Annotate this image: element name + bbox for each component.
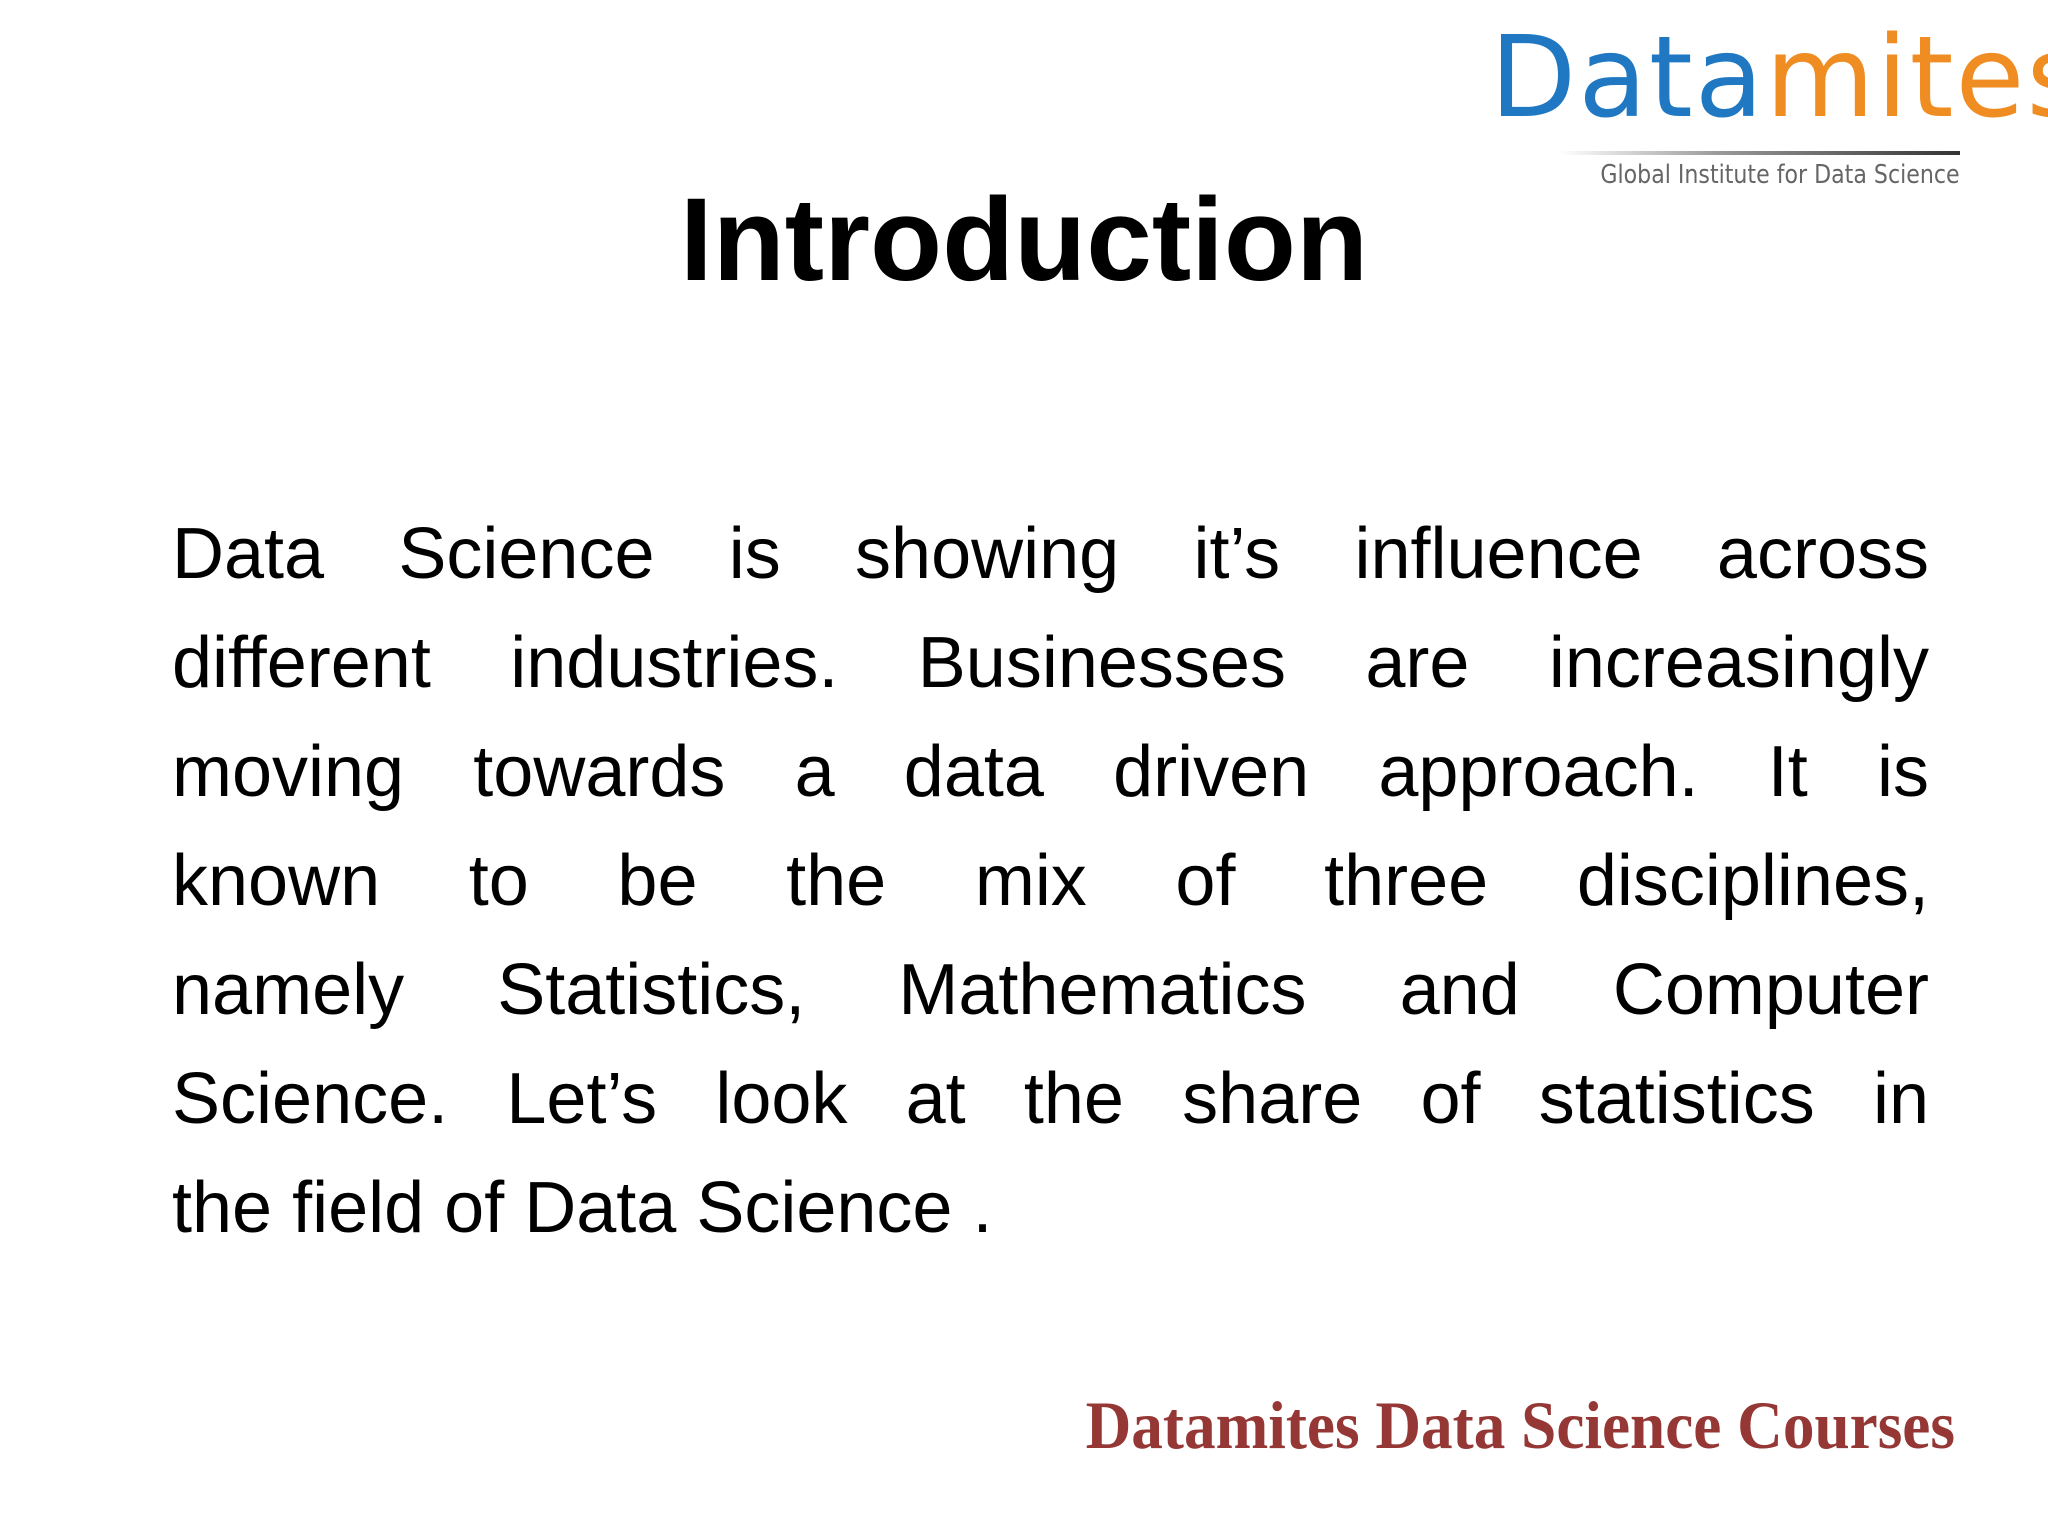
logo-word-data: Data [1490, 13, 1766, 143]
body-line: Data Science is showing it’s influence a… [172, 514, 1929, 594]
body-line: the field of Data Science . [172, 1168, 993, 1248]
slide-footer: Datamites Data Science Courses [1085, 1387, 1955, 1463]
logo-underline [1560, 151, 1960, 155]
body-line: namely Statistics, Mathematics and Compu… [172, 950, 1929, 1030]
datamites-logo: Datamites Global Institute for Data Scie… [1490, 18, 2048, 190]
body-line: known to be the mix of three disciplines… [172, 841, 1929, 921]
body-line: different industries. Businesses are inc… [172, 623, 1929, 703]
logo-tagline: Global Institute for Data Science [1600, 160, 1960, 190]
logo-wordmark: Datamites [1490, 18, 2048, 138]
slide-body-text: Data Science is showing it’s influence a… [172, 500, 1929, 1263]
body-line: moving towards a data driven approach. I… [172, 732, 1929, 812]
body-line: Science. Let’s look at the share of stat… [172, 1059, 1929, 1139]
logo-word-mites: mites [1765, 13, 2048, 143]
slide-title: Introduction [679, 174, 1369, 306]
